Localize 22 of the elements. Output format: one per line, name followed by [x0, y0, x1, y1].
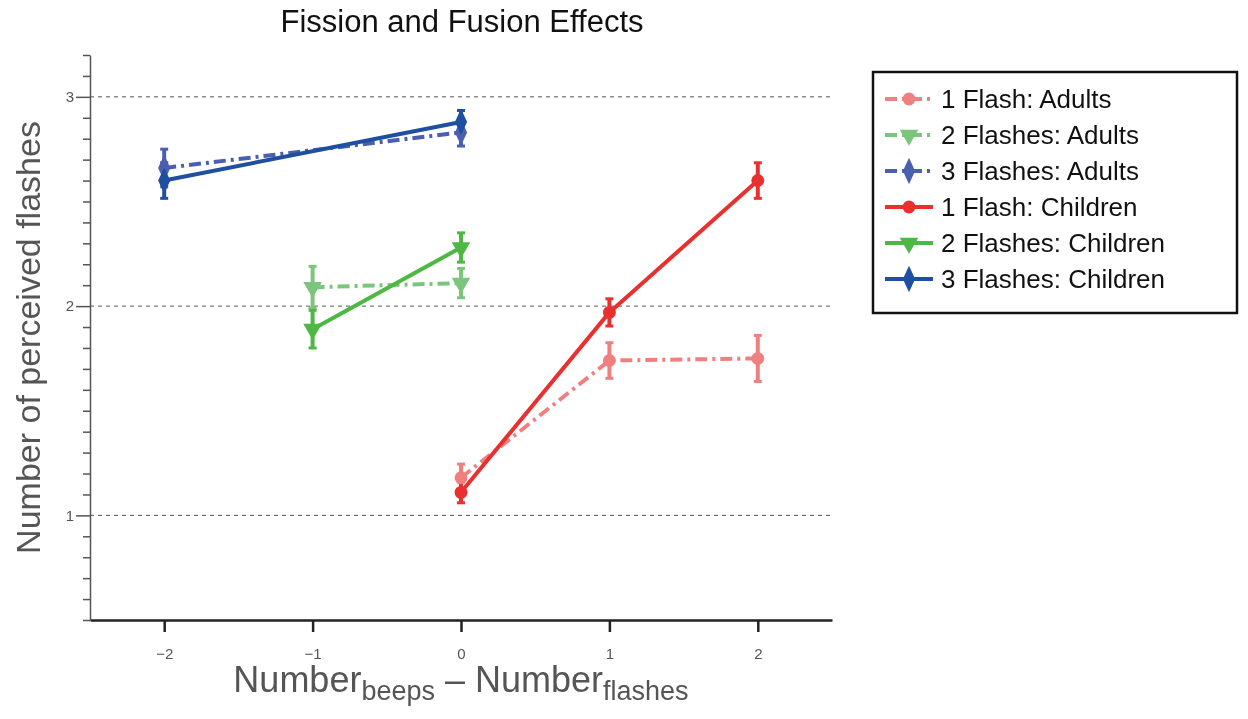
point: [602, 305, 616, 319]
legend-label: 1 Flash: Adults: [941, 84, 1112, 114]
x-tick-label: −1: [304, 645, 322, 662]
point: [454, 485, 468, 499]
legend-label: 1 Flash: Children: [941, 192, 1138, 222]
point: [751, 352, 765, 365]
x-tick-label: 0: [457, 645, 466, 662]
y-tick-label: 1: [65, 506, 74, 524]
y-axis-title: Number of perceived flashes: [9, 121, 47, 554]
x-axis-title: Number$_{beeps}$ – Number$_{flashes}$: [233, 659, 689, 707]
y-tick-label: 2: [65, 297, 74, 315]
legend-label: 2 Flashes: Adults: [941, 120, 1139, 150]
legend-label: 3 Flashes: Adults: [941, 156, 1139, 186]
legend-label: 2 Flashes: Children: [941, 228, 1165, 258]
x-tick-label: 2: [754, 645, 763, 662]
point: [602, 354, 616, 367]
legend-label: 3 Flashes: Children: [941, 264, 1165, 294]
x-tick-label: −2: [156, 645, 174, 662]
x-tick-label: 1: [605, 645, 615, 662]
chart-title: Fission and Fusion Effects: [280, 4, 644, 39]
point: [751, 174, 765, 187]
y-tick-label: 3: [65, 88, 74, 106]
